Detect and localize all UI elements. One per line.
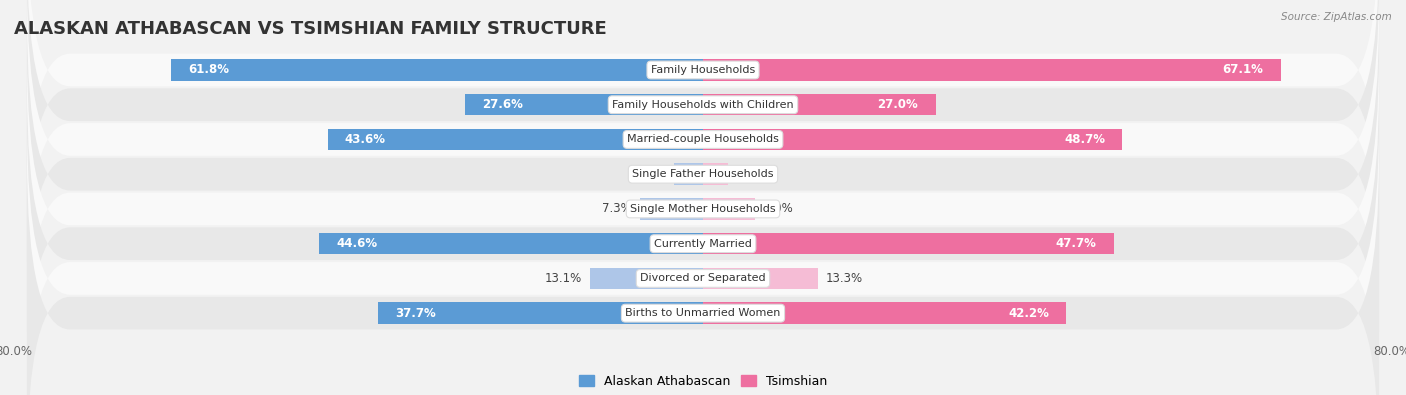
Text: Source: ZipAtlas.com: Source: ZipAtlas.com: [1281, 12, 1392, 22]
FancyBboxPatch shape: [27, 0, 1379, 297]
Legend: Alaskan Athabascan, Tsimshian: Alaskan Athabascan, Tsimshian: [574, 370, 832, 393]
FancyBboxPatch shape: [27, 52, 1379, 366]
Bar: [640, 198, 703, 220]
Text: 67.1%: 67.1%: [1223, 64, 1264, 77]
Bar: [703, 94, 935, 115]
Text: Married-couple Households: Married-couple Households: [627, 134, 779, 145]
FancyBboxPatch shape: [27, 156, 1379, 395]
Bar: [703, 129, 1122, 150]
Text: 48.7%: 48.7%: [1064, 133, 1105, 146]
Text: 43.6%: 43.6%: [344, 133, 385, 146]
Text: 13.3%: 13.3%: [827, 272, 863, 285]
Bar: [703, 268, 817, 289]
Bar: [673, 164, 703, 185]
Text: 13.1%: 13.1%: [544, 272, 582, 285]
Text: Family Households: Family Households: [651, 65, 755, 75]
Text: 61.8%: 61.8%: [188, 64, 229, 77]
Text: 44.6%: 44.6%: [336, 237, 377, 250]
FancyBboxPatch shape: [27, 87, 1379, 395]
Text: Family Households with Children: Family Households with Children: [612, 100, 794, 110]
Text: 37.7%: 37.7%: [395, 307, 436, 320]
Text: 27.0%: 27.0%: [877, 98, 918, 111]
Bar: [319, 233, 703, 254]
Text: Births to Unmarried Women: Births to Unmarried Women: [626, 308, 780, 318]
Text: ALASKAN ATHABASCAN VS TSIMSHIAN FAMILY STRUCTURE: ALASKAN ATHABASCAN VS TSIMSHIAN FAMILY S…: [14, 19, 607, 38]
FancyBboxPatch shape: [27, 17, 1379, 331]
FancyBboxPatch shape: [27, 0, 1379, 228]
Bar: [703, 59, 1281, 81]
Bar: [328, 129, 703, 150]
Text: 3.4%: 3.4%: [636, 168, 665, 181]
Bar: [465, 94, 703, 115]
Bar: [591, 268, 703, 289]
Bar: [703, 198, 755, 220]
Text: 47.7%: 47.7%: [1056, 237, 1097, 250]
Text: 27.6%: 27.6%: [482, 98, 523, 111]
Text: Single Mother Households: Single Mother Households: [630, 204, 776, 214]
Text: 6.0%: 6.0%: [763, 203, 793, 215]
Text: 2.9%: 2.9%: [737, 168, 766, 181]
Text: Divorced or Separated: Divorced or Separated: [640, 273, 766, 284]
FancyBboxPatch shape: [27, 0, 1379, 262]
Bar: [170, 59, 703, 81]
FancyBboxPatch shape: [27, 121, 1379, 395]
Text: 42.2%: 42.2%: [1008, 307, 1049, 320]
Text: Single Father Households: Single Father Households: [633, 169, 773, 179]
Bar: [703, 164, 728, 185]
Bar: [378, 303, 703, 324]
Text: Currently Married: Currently Married: [654, 239, 752, 249]
Bar: [703, 303, 1066, 324]
Bar: [703, 233, 1114, 254]
Text: 7.3%: 7.3%: [602, 203, 631, 215]
